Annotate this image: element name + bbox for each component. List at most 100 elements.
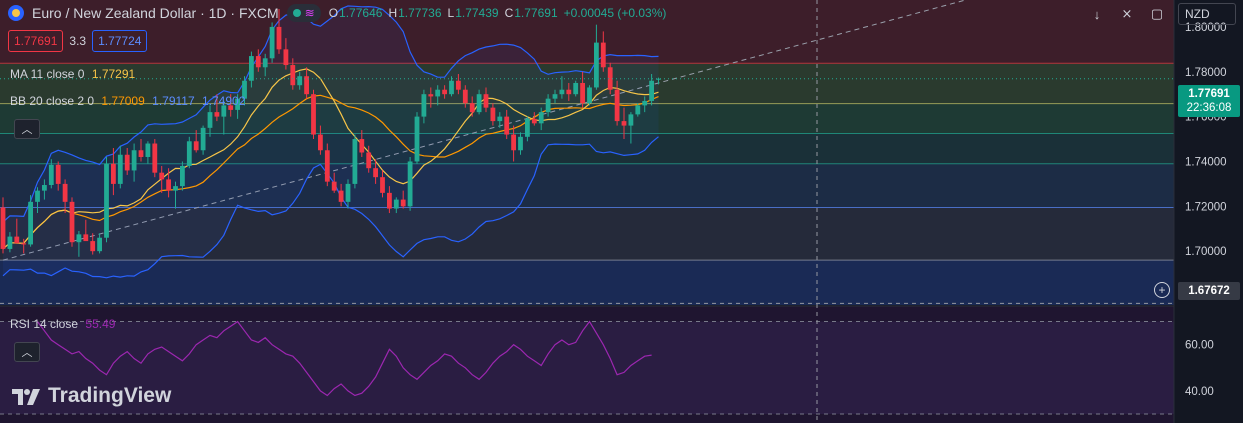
candle-body	[97, 237, 102, 252]
buy-button[interactable]: 1.77724	[92, 30, 148, 52]
candle	[276, 8, 282, 54]
rsi-legend[interactable]: RSI 14 close 55.49	[10, 317, 115, 331]
candle-body	[304, 76, 309, 95]
candle	[235, 94, 240, 119]
candle	[159, 165, 165, 193]
tradingview-logo[interactable]: TradingView	[12, 384, 171, 408]
candle-body	[428, 94, 434, 97]
candle	[138, 139, 144, 162]
candle	[249, 51, 254, 88]
candle-body	[421, 94, 427, 117]
candle	[449, 76, 454, 97]
candle-body	[393, 199, 399, 209]
last-price-value: 1.77691	[1188, 88, 1230, 100]
candle-body	[380, 177, 385, 193]
candle-body	[462, 89, 468, 104]
trade-panel: 1.77691 3.3 1.77724	[8, 30, 148, 52]
candle-body	[318, 134, 323, 151]
candle-body	[324, 150, 330, 182]
candle-body	[497, 116, 503, 122]
add-alert-button[interactable]: +	[1154, 282, 1170, 298]
chevron-up-icon: ︿	[21, 124, 33, 136]
ohlc-value: 1.77439	[455, 6, 499, 20]
candle	[104, 156, 109, 243]
candle	[131, 143, 137, 182]
moving-average-line	[2, 68, 659, 250]
candle-body	[207, 112, 213, 128]
candle	[145, 141, 151, 164]
candle	[490, 103, 496, 126]
candle-body	[35, 190, 40, 202]
candle-body	[28, 201, 33, 245]
candle	[173, 181, 178, 209]
price-zone	[0, 260, 1174, 305]
candle-body	[262, 58, 268, 68]
candle-body	[124, 154, 130, 171]
tradingview-logo-icon	[12, 389, 40, 405]
candle-body	[311, 94, 316, 135]
candle	[48, 159, 54, 189]
collapse-panes-button[interactable]: ⨯	[1116, 3, 1138, 25]
candle	[476, 89, 482, 115]
candle	[180, 161, 185, 191]
candle	[90, 233, 96, 255]
scroll-down-button[interactable]: ↓	[1086, 3, 1108, 25]
candle	[97, 233, 102, 254]
candle-body	[193, 141, 199, 151]
candle-body	[587, 87, 592, 104]
ohlc-value: 1.77691	[514, 6, 558, 20]
sell-button[interactable]: 1.77691	[8, 30, 64, 52]
candle-body	[400, 199, 406, 207]
bollinger-fill	[3, 6, 659, 278]
fullscreen-icon: ▢	[1150, 6, 1164, 21]
candle-body	[180, 165, 185, 187]
candle-body	[14, 236, 20, 244]
candle	[166, 168, 171, 198]
candle	[152, 139, 158, 178]
candle	[635, 103, 641, 117]
price-zone	[0, 63, 1174, 104]
candle	[628, 112, 634, 144]
logo-text: TradingView	[48, 384, 172, 407]
market-status-pill[interactable]: ≋	[286, 4, 321, 22]
ohlc-value: 1.77736	[398, 6, 442, 20]
ma-legend[interactable]: MA 11 close 0 1.77291	[10, 67, 135, 81]
candle	[352, 134, 358, 189]
candle	[600, 31, 606, 72]
candle	[580, 71, 585, 108]
candle	[407, 156, 413, 211]
candle	[456, 74, 461, 95]
collapse-rsi-legend-button[interactable]: ︿	[14, 342, 40, 362]
symbol-title[interactable]: Euro / New Zealand Dollar · 1D · FXCM	[32, 5, 279, 21]
candle	[483, 87, 489, 113]
candle-body	[566, 89, 572, 95]
bollinger-upper-line	[2, 5, 659, 223]
collapse-icon: ⨯	[1121, 6, 1133, 21]
price-axis-label: 1.70000	[1185, 246, 1227, 258]
ohlc-value: 1.77646	[339, 6, 383, 20]
candle	[649, 74, 654, 106]
candle-body	[55, 164, 61, 184]
currency-select[interactable]: NZD	[1178, 3, 1236, 25]
candle	[269, 22, 275, 63]
candle-body	[345, 183, 351, 202]
candle-body	[366, 152, 372, 169]
candle-body	[214, 112, 220, 117]
candle	[504, 109, 510, 140]
candle	[345, 179, 351, 209]
candle-body	[642, 100, 648, 106]
candle	[331, 172, 337, 193]
candle-body	[297, 76, 303, 86]
candle	[428, 87, 434, 108]
candle	[518, 132, 523, 155]
collapse-legend-button[interactable]: ︿	[14, 119, 40, 139]
candle-body	[476, 94, 482, 113]
candle	[262, 53, 268, 77]
fullscreen-button[interactable]: ▢	[1146, 3, 1168, 25]
price-zone	[0, 207, 1174, 261]
candle-body	[559, 89, 565, 95]
bb-legend[interactable]: BB 20 close 2 0 1.77009 1.79117 1.74902	[10, 94, 245, 108]
candle-body	[628, 114, 634, 126]
candle	[566, 82, 572, 101]
